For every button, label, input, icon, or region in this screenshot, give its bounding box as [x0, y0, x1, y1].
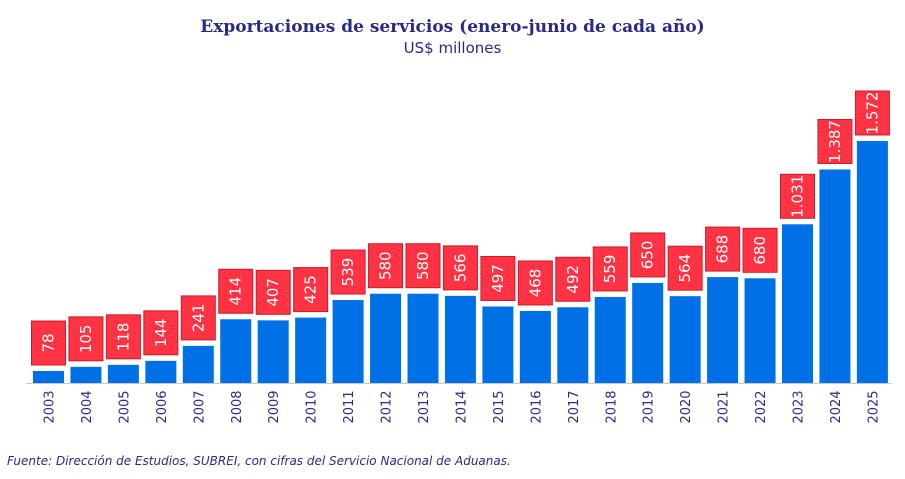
- data-label-2023: 1.031: [789, 175, 807, 218]
- bar-2016: [519, 310, 551, 383]
- chart-subtitle: US$ millones: [403, 39, 502, 57]
- chart-title: Exportaciones de servicios (enero-junio …: [200, 17, 705, 37]
- data-label-box-2010: [293, 267, 329, 313]
- bar-2017: [557, 307, 589, 383]
- data-label-box-2007: [180, 295, 216, 341]
- bar-2008: [220, 319, 252, 383]
- data-label-box-2011: [330, 249, 366, 295]
- data-label-box-2018: [592, 246, 628, 292]
- bar-2013: [407, 293, 439, 383]
- data-label-box-2014: [442, 245, 478, 291]
- data-label-2017: 492: [564, 265, 582, 294]
- tick-label-2021: 2021: [717, 390, 732, 423]
- data-label-2004: 105: [77, 325, 95, 354]
- data-label-2013: 580: [414, 251, 432, 280]
- data-label-box-2006: [143, 310, 179, 356]
- data-label-box-2012: [368, 243, 404, 289]
- tick-label-2015: 2015: [492, 390, 507, 423]
- data-label-2011: 539: [339, 258, 357, 287]
- data-label-2010: 425: [302, 275, 320, 304]
- bar-2022: [744, 278, 776, 383]
- data-label-box-2004: [68, 316, 104, 362]
- data-label-2018: 559: [601, 255, 619, 284]
- data-label-2016: 468: [526, 269, 544, 298]
- data-label-box-2021: [705, 226, 741, 272]
- tick-label-2019: 2019: [642, 390, 657, 423]
- data-label-box-2017: [555, 256, 591, 302]
- tick-label-2006: 2006: [155, 390, 170, 423]
- tick-label-2014: 2014: [454, 390, 469, 423]
- bar-2025: [856, 141, 888, 383]
- bar-2009: [257, 320, 289, 383]
- tick-label-2010: 2010: [305, 390, 320, 423]
- tick-label-2017: 2017: [567, 390, 582, 423]
- data-label-2014: 566: [451, 254, 469, 283]
- data-label-box-2005: [105, 314, 141, 360]
- bar-2007: [182, 345, 214, 383]
- bar-2014: [444, 295, 476, 383]
- bar-2003: [33, 370, 64, 383]
- data-label-2021: 688: [714, 235, 732, 264]
- data-label-2025: 1.572: [863, 92, 881, 135]
- data-label-2020: 564: [676, 254, 694, 283]
- tick-label-2023: 2023: [792, 390, 807, 423]
- tick-label-2022: 2022: [754, 390, 769, 423]
- tick-label-2012: 2012: [380, 390, 395, 423]
- data-label-box-2016: [517, 260, 553, 306]
- data-label-2008: 414: [227, 277, 245, 306]
- bar-2015: [482, 306, 514, 383]
- data-label-box-2019: [630, 232, 666, 278]
- source-note: Fuente: Dirección de Estudios, SUBREI, c…: [7, 454, 511, 468]
- data-label-2022: 680: [751, 236, 769, 265]
- data-label-box-2020: [667, 245, 703, 291]
- bar-2020: [669, 296, 701, 383]
- data-label-box-2024: [817, 118, 853, 164]
- data-label-2024: 1.387: [826, 120, 844, 163]
- tick-label-2011: 2011: [342, 390, 357, 423]
- bar-2023: [782, 224, 813, 383]
- tick-label-2013: 2013: [417, 390, 432, 423]
- data-label-2007: 241: [189, 304, 207, 333]
- tick-label-2004: 2004: [80, 390, 95, 423]
- tick-label-2003: 2003: [43, 390, 58, 423]
- data-label-box-2015: [480, 255, 516, 301]
- data-label-2006: 144: [152, 319, 170, 348]
- bar-2004: [70, 366, 102, 383]
- data-label-2015: 497: [489, 264, 507, 293]
- tick-label-2005: 2005: [117, 390, 132, 423]
- bar-2006: [145, 360, 177, 383]
- tick-label-2008: 2008: [230, 390, 245, 423]
- tick-label-2020: 2020: [679, 390, 694, 423]
- bar-2018: [594, 296, 626, 383]
- data-label-box-2025: [854, 90, 890, 136]
- bar-2021: [707, 277, 739, 383]
- bar-2010: [295, 317, 327, 383]
- data-label-box-2003: [31, 320, 66, 366]
- tick-label-2024: 2024: [829, 390, 844, 423]
- bar-2024: [819, 169, 851, 383]
- data-label-2009: 407: [264, 278, 282, 307]
- data-label-box-2022: [742, 227, 778, 273]
- tick-label-2025: 2025: [866, 390, 881, 423]
- data-label-box-2023: [780, 173, 815, 219]
- tick-label-2016: 2016: [529, 390, 544, 423]
- data-label-2012: 580: [377, 251, 395, 280]
- tick-label-2018: 2018: [604, 390, 619, 423]
- bar-2005: [107, 364, 139, 383]
- data-label-2005: 118: [114, 323, 132, 352]
- data-label-2019: 650: [639, 241, 657, 270]
- data-label-box-2008: [218, 268, 254, 314]
- bar-2019: [632, 282, 664, 383]
- tick-label-2007: 2007: [192, 390, 207, 423]
- data-label-2003: 78: [40, 333, 58, 352]
- tick-label-2009: 2009: [267, 390, 282, 423]
- data-label-box-2013: [405, 243, 441, 289]
- data-label-box-2009: [255, 269, 291, 315]
- bar-2011: [332, 300, 364, 383]
- bar-2012: [370, 293, 402, 383]
